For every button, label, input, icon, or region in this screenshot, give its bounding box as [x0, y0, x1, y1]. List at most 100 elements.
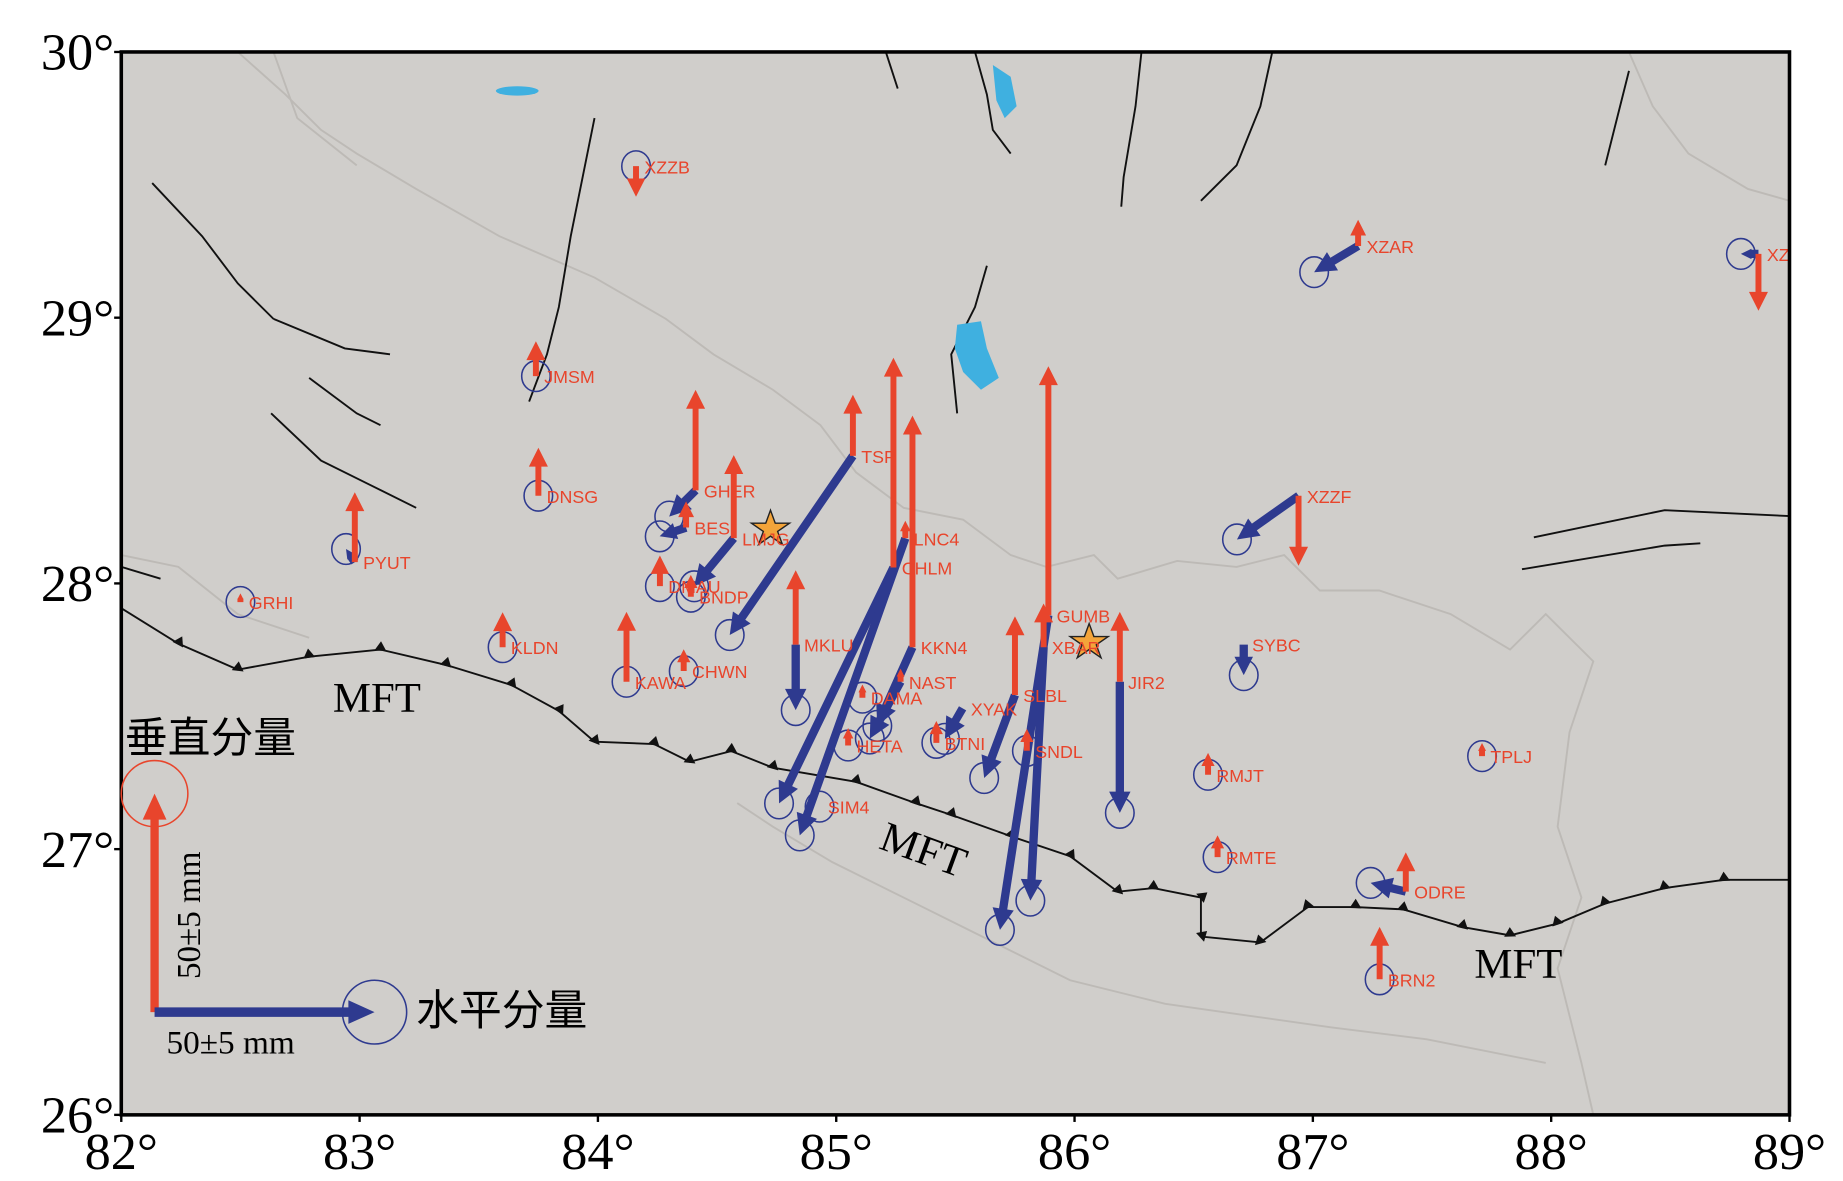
horizontal-vector [659, 523, 688, 540]
legend-horizontal-label: 水平分量 [416, 988, 587, 1035]
station-label: RMJT [1216, 766, 1264, 786]
vertical-vector [1020, 728, 1034, 751]
horizontal-vector [784, 644, 807, 711]
fault-label: MFT [333, 675, 421, 722]
station-label: SNDL [1035, 742, 1083, 762]
station-label: PYUT [363, 553, 411, 573]
horizontal-vector [1740, 248, 1759, 260]
station-label: XBAR [1052, 638, 1101, 658]
vertical-vector [900, 520, 911, 539]
station-label: BRN2 [1388, 970, 1436, 990]
station-label: SYBC [1252, 636, 1301, 656]
vertical-vector [724, 455, 744, 539]
station-label: HETA [856, 737, 902, 757]
horizontal-vector [1370, 877, 1407, 899]
vertical-vector [650, 555, 670, 587]
lakes [495, 64, 1017, 390]
legend-scale-label: 50±5 mm [171, 851, 208, 979]
station-label: ODRE [1414, 883, 1466, 903]
horizontal-vector [944, 706, 967, 739]
vertical-vector [526, 341, 546, 377]
station-label: LMJG [742, 529, 790, 549]
vertical-vector [1396, 852, 1416, 892]
vertical-vector [1110, 611, 1130, 682]
error-ellipse [1467, 740, 1498, 773]
x-tick-label: 85° [800, 1124, 873, 1181]
error-ellipse [804, 790, 835, 823]
station-label: KKN4 [921, 638, 968, 658]
y-tick-label: 29° [41, 291, 114, 348]
horizontal-vector [1234, 644, 1254, 676]
error-ellipse [225, 585, 256, 619]
y-tick-label: 30° [41, 25, 114, 82]
vertical-vector [1478, 742, 1487, 757]
station-label: GRHI [249, 593, 294, 613]
station-label: TSP [861, 447, 896, 467]
horizontal-vectors [225, 150, 1759, 996]
epicenters [749, 508, 1111, 660]
vertical-vector [786, 570, 806, 645]
station-label: SLBL [1023, 686, 1067, 706]
faults [120, 51, 1790, 946]
vertical-vector [902, 415, 922, 648]
x-tick-label: 86° [1038, 1124, 1111, 1181]
vectors: XZZB XZAR XZ JMSM DNSG PYUT GRHI GHER BESI LMJG DM… [225, 150, 1790, 996]
x-tick-label: 82° [85, 1124, 158, 1181]
station-label: JMSM [544, 367, 595, 387]
vertical-vector [1370, 926, 1390, 980]
error-ellipse [847, 681, 878, 714]
vertical-vector [1005, 616, 1025, 696]
vertical-vector [678, 501, 695, 528]
vertical-vector [1038, 366, 1058, 616]
error-ellipse [714, 618, 745, 652]
station-label: XZZB [644, 157, 690, 177]
vertical-vector [1034, 603, 1054, 648]
station-label: RMTE [1226, 848, 1277, 868]
y-tick-label: 28° [41, 556, 114, 613]
x-tick-label: 83° [323, 1124, 396, 1181]
vertical-vector [528, 447, 548, 496]
vertical-vector [883, 357, 903, 568]
vertical-vectors [237, 166, 1768, 980]
horizontal-vector [1236, 492, 1302, 540]
horizontal-vector [694, 535, 737, 587]
x-tick-label: 87° [1276, 1124, 1349, 1181]
legend-scale-label: 50±5 mm [166, 1025, 294, 1062]
station-label: BNDP [699, 588, 749, 608]
y-tick-label: 26° [41, 1088, 114, 1145]
error-ellipse [1299, 256, 1330, 289]
vertical-vector [1210, 835, 1225, 858]
station-label: XZZF [1307, 487, 1352, 507]
vertical-vector [858, 684, 867, 698]
horizontal-vector [869, 679, 905, 739]
x-tick-label: 84° [561, 1124, 634, 1181]
legend-vertical-label: 垂直分量 [125, 715, 296, 762]
horizontal-vector [778, 565, 898, 804]
horizontal-vector [1020, 646, 1048, 901]
station-label: KLDN [511, 638, 559, 658]
station-label: NAST [909, 673, 957, 693]
legend-horizontal-arrow [154, 1000, 375, 1024]
horizontal-vector [981, 693, 1019, 779]
vertical-vector [677, 649, 691, 672]
legend-vertical-arrow [142, 793, 167, 1013]
legend: 垂直分量 水平分量 50±5 mm 50±5 mm [120, 715, 587, 1062]
error-ellipse [330, 532, 362, 566]
error-ellipse [854, 722, 885, 755]
station-label: XZAR [1366, 237, 1414, 257]
y-tick-label: 27° [41, 822, 114, 879]
vertical-vector [929, 721, 943, 743]
station-label: TPLJ [1490, 747, 1532, 767]
station-label: XZ [1767, 245, 1790, 265]
vertical-vector [842, 727, 854, 746]
vertical-vector [237, 593, 244, 603]
vertical-vector [896, 668, 905, 682]
horizontal-vector [1314, 242, 1361, 273]
station-label: JIR2 [1128, 673, 1165, 693]
vertical-vector [1201, 752, 1215, 775]
error-ellipse [1221, 523, 1253, 556]
horizontal-vector [1109, 681, 1131, 813]
horizontal-vector [729, 453, 857, 636]
station-label: CHWN [692, 662, 747, 682]
station-label: DMAU [668, 577, 720, 597]
